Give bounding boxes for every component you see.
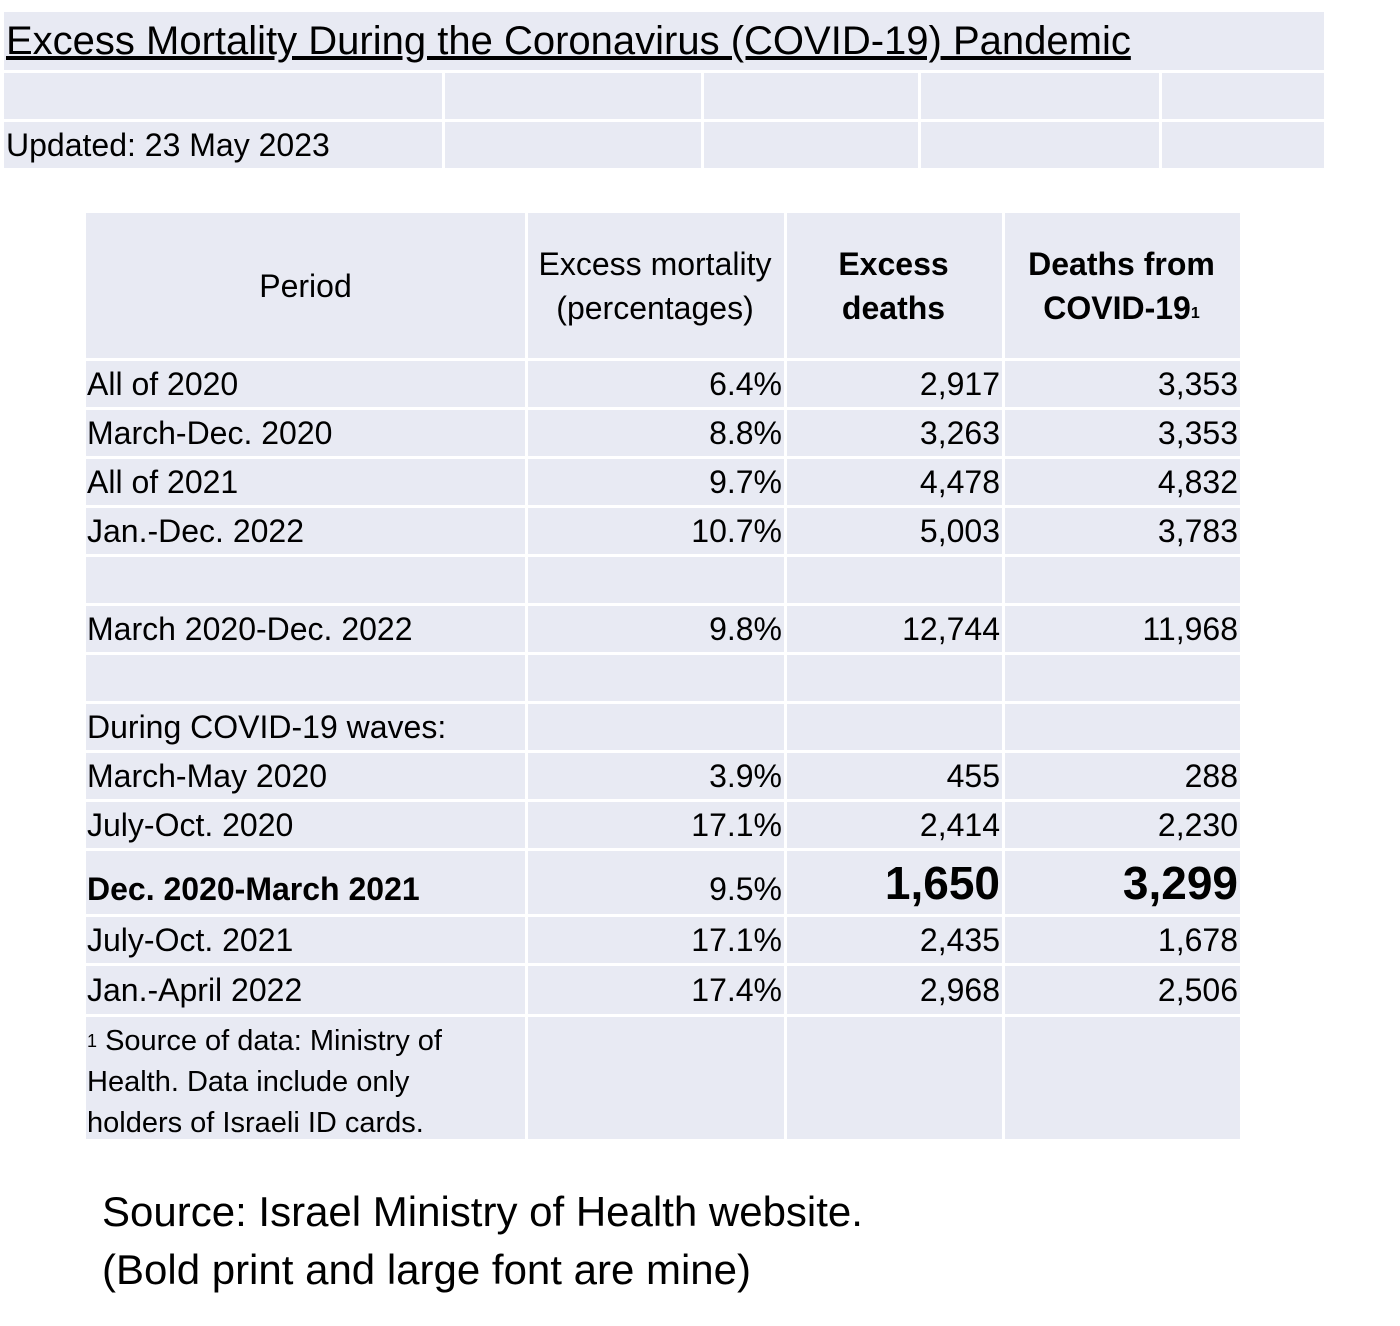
covid-cell: 288 [1005,753,1240,799]
excess-cell: 2,414 [787,802,1002,848]
pct-cell: 9.7% [528,459,784,505]
period-cell: March-Dec. 2020 [86,410,525,456]
pct-cell: 9.8% [528,606,784,652]
waves-label: During COVID-19 waves: [86,704,525,750]
covid-cell: 3,353 [1005,410,1240,456]
period-cell: March 2020-Dec. 2022 [86,606,525,652]
empty-cell [528,1017,784,1139]
covid-cell: 11,968 [1005,606,1240,652]
covid-cell: 3,353 [1005,361,1240,407]
empty-cell [86,655,525,701]
table-row-highlight: Dec. 2020-March 2021 9.5% 1,650 3,299 [86,851,1240,914]
table-row: All of 2021 9.7% 4,478 4,832 [86,459,1240,505]
footnote-row: 1 Source of data: Ministry of Health. Da… [86,1017,1240,1139]
empty-cell [787,655,1002,701]
pct-cell: 17.1% [528,917,784,963]
period-cell: July-Oct. 2021 [86,917,525,963]
period-cell: All of 2021 [86,459,525,505]
empty-cell [704,73,918,119]
author-note-line: (Bold print and large font are mine) [102,1246,752,1293]
covid-cell: 1,678 [1005,917,1240,963]
table-row: March-Dec. 2020 8.8% 3,263 3,353 [86,410,1240,456]
empty-cell [86,557,525,603]
table-row: July-Oct. 2020 17.1% 2,414 2,230 [86,802,1240,848]
sheet-header: Excess Mortality During the Coronavirus … [4,12,1324,168]
table-row: March 2020-Dec. 2022 9.8% 12,744 11,968 [86,606,1240,652]
covid-cell: 2,230 [1005,802,1240,848]
period-cell: July-Oct. 2020 [86,802,525,848]
header-covid-deaths: Deaths from COVID-191 [1005,213,1240,358]
mortality-table: Period Excess mortality (percentages) Exc… [86,213,1240,1142]
pct-cell: 17.4% [528,966,784,1014]
empty-cell [921,73,1159,119]
pct-cell: 6.4% [528,361,784,407]
excess-cell: 5,003 [787,508,1002,554]
empty-cell [1005,704,1240,750]
pct-cell: 17.1% [528,802,784,848]
excess-cell: 2,968 [787,966,1002,1014]
table-row: All of 2020 6.4% 2,917 3,353 [86,361,1240,407]
empty-cell [528,557,784,603]
empty-cell [528,704,784,750]
source-caption: Source: Israel Ministry of Health websit… [102,1183,863,1299]
covid-cell: 3,783 [1005,508,1240,554]
page-title: Excess Mortality During the Coronavirus … [4,12,1324,70]
empty-cell [1005,1017,1240,1139]
header-excess-mortality: Excess mortality (percentages) [528,213,784,358]
covid-cell: 3,299 [1005,851,1240,914]
table-row: March-May 2020 3.9% 455 288 [86,753,1240,799]
excess-cell: 1,650 [787,851,1002,914]
covid-cell: 2,506 [1005,966,1240,1014]
empty-cell [921,122,1159,168]
updated-date: Updated: 23 May 2023 [4,122,442,168]
excess-cell: 2,435 [787,917,1002,963]
period-cell: Dec. 2020-March 2021 [86,851,525,914]
excess-cell: 3,263 [787,410,1002,456]
blank-row [86,655,1240,701]
period-cell: March-May 2020 [86,753,525,799]
empty-cell [4,73,442,119]
footnote: 1 Source of data: Ministry of Health. Da… [86,1017,525,1139]
table-header-row: Period Excess mortality (percentages) Exc… [86,213,1240,358]
period-cell: All of 2020 [86,361,525,407]
empty-cell [445,122,701,168]
source-line: Source: Israel Ministry of Health websit… [102,1188,863,1235]
covid-cell: 4,832 [1005,459,1240,505]
excess-cell: 2,917 [787,361,1002,407]
empty-cell [1005,557,1240,603]
empty-cell [1162,122,1324,168]
excess-cell: 455 [787,753,1002,799]
empty-cell [787,704,1002,750]
pct-cell: 3.9% [528,753,784,799]
empty-cell [787,1017,1002,1139]
table-row: July-Oct. 2021 17.1% 2,435 1,678 [86,917,1240,963]
empty-cell [787,557,1002,603]
excess-cell: 4,478 [787,459,1002,505]
empty-cell [445,73,701,119]
empty-cell [704,122,918,168]
pct-cell: 8.8% [528,410,784,456]
pct-cell: 10.7% [528,508,784,554]
table-row: Jan.-Dec. 2022 10.7% 5,003 3,783 [86,508,1240,554]
period-cell: Jan.-April 2022 [86,966,525,1014]
empty-cell [528,655,784,701]
empty-cell [1005,655,1240,701]
section-label-row: During COVID-19 waves: [86,704,1240,750]
period-cell: Jan.-Dec. 2022 [86,508,525,554]
empty-cell [1162,73,1324,119]
header-excess-deaths: Excess deaths [787,213,1002,358]
footnote-text: Source of data: Ministry of Health. Data… [87,1025,442,1139]
blank-row [86,557,1240,603]
header-period: Period [86,213,525,358]
footnote-mark: 1 [87,1031,98,1051]
table-row: Jan.-April 2022 17.4% 2,968 2,506 [86,966,1240,1014]
excess-cell: 12,744 [787,606,1002,652]
pct-cell: 9.5% [528,851,784,914]
